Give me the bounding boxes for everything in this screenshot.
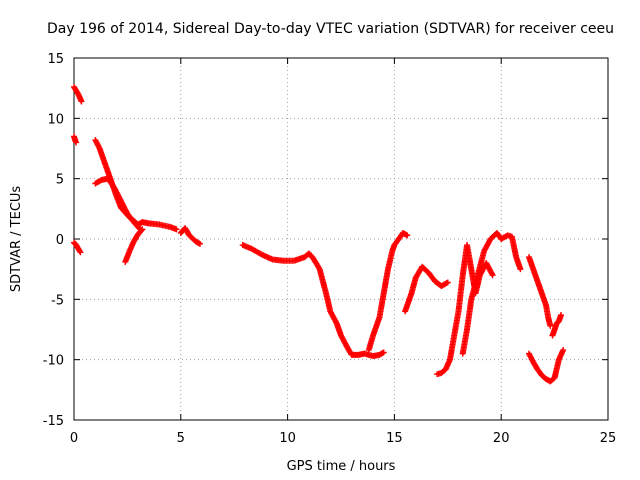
y-axis-label: SDTVAR / TECUs — [9, 186, 24, 293]
data-point — [558, 312, 565, 319]
x-tick-label: 15 — [386, 431, 403, 446]
series-t10 — [402, 263, 451, 315]
chart-title: Day 196 of 2014, Sidereal Day-to-day VTE… — [47, 21, 614, 37]
series-t2 — [71, 133, 80, 146]
y-tick-label: 5 — [56, 173, 64, 188]
series-t3 — [71, 239, 84, 256]
series-t7 — [177, 225, 204, 247]
series-t4 — [92, 137, 180, 233]
data-point — [560, 347, 567, 354]
data-point — [489, 272, 496, 279]
data-point — [173, 226, 180, 233]
y-tick-label: -5 — [51, 293, 64, 308]
series-t11 — [434, 242, 496, 378]
data-points — [71, 83, 567, 385]
data-point — [517, 266, 524, 273]
series-t1 — [71, 83, 85, 105]
series-t9 — [365, 229, 411, 354]
data-point — [443, 280, 450, 287]
x-tick-label: 0 — [70, 431, 78, 446]
axis-ticks: 0 5 10 15 20 25 -15 -10 -5 0 5 10 15 — [43, 52, 617, 446]
y-tick-label: 10 — [47, 112, 64, 127]
x-tick-label: 10 — [279, 431, 296, 446]
data-point — [380, 349, 387, 356]
x-tick-label: 25 — [600, 431, 617, 446]
x-tick-label: 5 — [177, 431, 185, 446]
grid-layer — [74, 58, 608, 420]
data-point — [78, 98, 85, 105]
data-point — [197, 240, 204, 247]
data-point — [73, 139, 80, 146]
x-tick-label: 20 — [493, 431, 510, 446]
series-t8 — [239, 242, 387, 360]
series-t12 — [459, 229, 524, 357]
series-t6 — [122, 226, 146, 265]
y-tick-label: 0 — [56, 233, 64, 248]
data-point — [444, 279, 451, 286]
x-axis-label: GPS time / hours — [287, 459, 396, 474]
data-point — [77, 249, 84, 256]
series-t14 — [525, 347, 567, 385]
y-tick-label: -15 — [43, 414, 64, 429]
data-point — [547, 322, 554, 329]
series-t13 — [525, 254, 554, 329]
data-point — [139, 226, 146, 233]
series-t15 — [549, 312, 565, 339]
data-point — [138, 227, 145, 234]
series-t5 — [92, 175, 144, 233]
data-point — [76, 248, 83, 255]
y-tick-label: 15 — [47, 52, 64, 67]
y-tick-label: -10 — [43, 354, 64, 369]
data-point — [404, 232, 411, 239]
